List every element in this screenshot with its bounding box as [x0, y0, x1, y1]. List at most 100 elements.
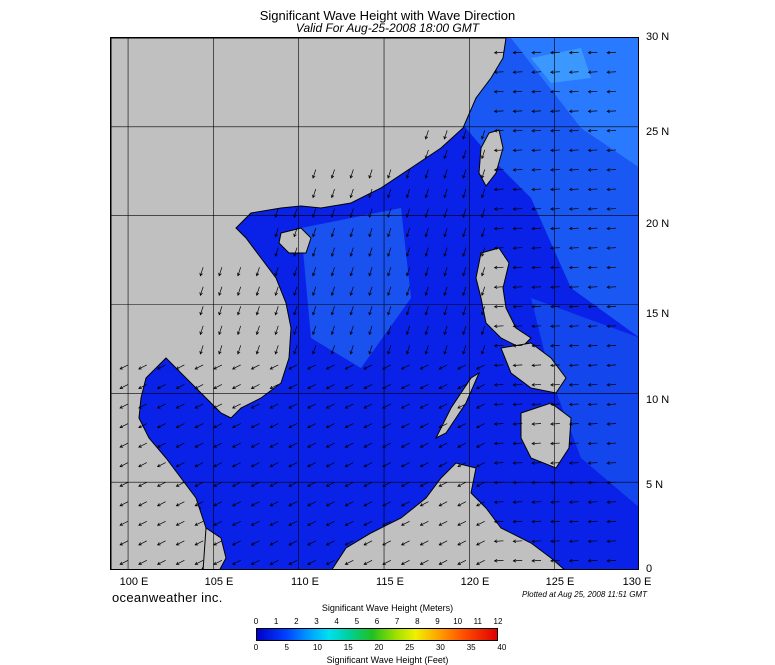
wave-arrow — [288, 462, 298, 468]
wave-arrow — [493, 148, 504, 153]
wave-arrow — [476, 560, 485, 565]
wave-arrow — [293, 227, 298, 238]
wave-arrow — [457, 560, 467, 565]
wave-arrow — [606, 500, 617, 504]
wave-arrow — [606, 129, 617, 133]
wave-arrow — [550, 539, 560, 543]
wave-arrow — [512, 207, 523, 211]
wave-arrow — [213, 364, 223, 370]
wave-arrow — [344, 364, 354, 370]
wave-arrow — [424, 247, 429, 257]
wave-arrow — [462, 169, 467, 179]
wave-arrow — [606, 50, 617, 55]
wave-arrow — [512, 402, 523, 407]
wave-arrow — [269, 560, 279, 565]
wave-arrow — [325, 540, 335, 546]
wave-arrow — [419, 501, 429, 507]
wave-arrow — [405, 227, 410, 238]
wave-arrow — [349, 247, 354, 257]
lon-label-105e: 105 E — [204, 576, 234, 588]
wave-arrow — [512, 461, 523, 465]
wave-arrow — [419, 442, 429, 448]
wave-arrow — [587, 226, 598, 231]
wave-arrow — [138, 442, 147, 448]
wave-arrow — [481, 149, 486, 160]
wave-arrow — [512, 226, 523, 231]
wave-arrow — [368, 188, 373, 199]
wave-arrow — [307, 403, 316, 409]
wave-arrow — [550, 148, 560, 153]
wave-arrow — [550, 383, 560, 387]
wave-arrow — [476, 462, 485, 468]
wave-arrow — [568, 168, 579, 172]
wave-arrow — [550, 363, 560, 368]
wave-arrow — [493, 70, 504, 74]
wave-arrow — [363, 364, 373, 370]
wave-arrow — [462, 325, 467, 336]
wave-arrow — [307, 560, 316, 565]
wave-arrow — [250, 384, 260, 389]
wave-arrow — [531, 148, 542, 153]
wave-arrow — [512, 519, 523, 524]
sea-zone-peak — [531, 48, 591, 83]
wave-arrow — [194, 560, 204, 565]
wave-arrow — [288, 540, 298, 546]
wave-arrow — [237, 325, 242, 336]
wave-arrow — [550, 344, 560, 348]
wave-arrow — [531, 246, 542, 250]
wave-arrow — [175, 540, 185, 546]
wave-arrow — [269, 501, 279, 507]
wave-arrow — [587, 402, 598, 407]
wave-arrow — [438, 364, 448, 370]
wave-arrow — [400, 462, 410, 468]
wave-arrow — [232, 481, 241, 487]
wave-arrow — [237, 267, 242, 277]
wave-arrow — [156, 423, 166, 429]
wave-arrow — [405, 208, 410, 218]
wave-arrow — [550, 70, 560, 74]
wave-arrow — [587, 500, 598, 504]
colorbar-meter-tick: 5 — [354, 617, 360, 626]
wave-arrow — [457, 442, 467, 448]
wave-arrow — [531, 168, 542, 172]
wave-arrow — [387, 227, 392, 238]
wave-arrow — [119, 501, 129, 507]
wave-arrow — [194, 384, 204, 389]
wave-arrow — [274, 306, 279, 316]
wave-arrow — [175, 423, 185, 429]
wave-arrow — [138, 364, 147, 370]
wave-arrow — [405, 345, 410, 355]
wave-arrow — [568, 480, 579, 485]
wave-arrow — [325, 403, 335, 409]
wave-arrow — [250, 501, 260, 507]
wave-arrow — [493, 461, 504, 465]
wave-arrow — [349, 188, 354, 199]
plotted-timestamp: Plotted at Aug 25, 2008 11:51 GMT — [522, 590, 647, 599]
wave-arrow — [405, 188, 410, 199]
wave-arrow — [312, 267, 317, 277]
wave-arrow — [424, 188, 429, 199]
wave-arrow — [419, 462, 429, 468]
wave-arrow — [550, 89, 560, 94]
wave-arrow — [138, 501, 147, 507]
brand-logo-text: oceanweather inc. — [112, 590, 223, 605]
wave-arrow — [175, 501, 185, 507]
wave-arrow — [218, 306, 223, 316]
wave-arrow — [531, 50, 542, 55]
wave-arrow — [255, 306, 260, 316]
colorbar-feet-tick: 15 — [343, 643, 353, 652]
lat-label-30n: 30 N — [646, 31, 670, 43]
wave-arrow — [156, 520, 166, 526]
land-borneo — [331, 462, 565, 569]
wave-arrow — [493, 226, 504, 231]
wave-arrow — [307, 423, 316, 429]
wave-arrow — [443, 345, 448, 355]
wave-arrow — [462, 149, 467, 160]
wave-arrow — [232, 501, 241, 507]
wave-arrow — [325, 481, 335, 487]
colorbar-feet-tick: 20 — [374, 643, 384, 652]
wave-arrow — [481, 208, 486, 218]
wave-arrow — [493, 129, 504, 133]
wave-arrow — [587, 461, 598, 465]
colorbar-feet-tick: 0 — [253, 643, 259, 652]
